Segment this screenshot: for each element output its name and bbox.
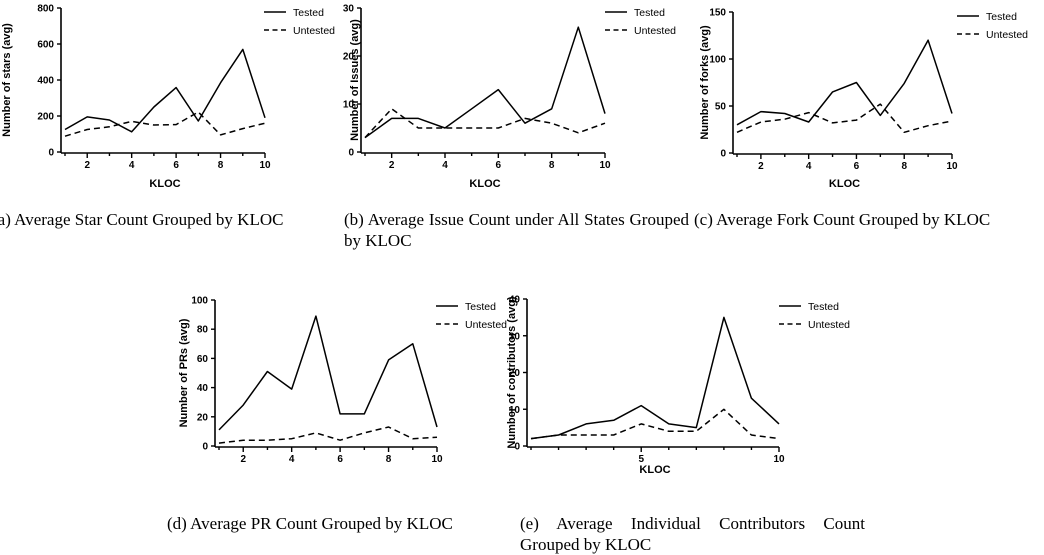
legend-label-untested: Untested [293, 25, 335, 37]
chart-panel-b: 0 10 20 30 2 4 6 8 10 KLOC Number of Issues (avg) T… [0, 0, 700, 200]
legend-label-tested: Tested [293, 7, 324, 19]
x-axis-title: KLOC [829, 178, 860, 190]
x-tick-label: 4 [442, 160, 448, 171]
x-tick-label: 10 [773, 454, 785, 465]
x-tick-label: 8 [901, 161, 907, 172]
series-line-untested [364, 108, 606, 139]
series-line-untested [218, 426, 438, 444]
x-axis-title: KLOC [469, 178, 500, 190]
x-tick-label: 2 [389, 160, 395, 171]
x-axis-title: KLOC [639, 464, 670, 476]
x-tick-label: 4 [289, 454, 295, 465]
x-tick-label: 6 [496, 160, 502, 171]
caption-d: (d) Average PR Count Grouped by KLOC [167, 514, 453, 533]
y-tick-label: 40 [197, 383, 209, 394]
series-line-tested [218, 315, 438, 431]
y-tick-label: 30 [343, 4, 355, 15]
series-line-untested [736, 103, 953, 134]
y-tick-label: 200 [37, 112, 54, 123]
y-axis-title: Number of stars (avg) [1, 23, 13, 137]
y-tick-label: 100 [709, 55, 726, 66]
legend-label-tested: Tested [465, 301, 496, 313]
y-tick-label: 150 [709, 8, 726, 19]
caption-e: (e) Average Individual Contributors Coun… [520, 514, 865, 554]
x-axis-title: KLOC [149, 178, 180, 190]
x-tick-label: 2 [84, 160, 90, 171]
y-tick-label: 0 [202, 442, 208, 453]
chart-e-svg: 0 10 20 30 40 5 10 KLOC Number of contributors (… [506, 295, 850, 477]
y-tick-label: 0 [514, 442, 520, 453]
legend-label-untested: Untested [986, 29, 1028, 41]
legend-label-untested: Untested [808, 319, 850, 331]
y-axis-title: Number of forks (avg) [699, 25, 711, 140]
series-line-untested [64, 111, 266, 137]
y-tick-label: 80 [197, 325, 209, 336]
legend-label-untested: Untested [465, 319, 507, 331]
series-line-tested [64, 48, 266, 133]
series-line-tested [530, 316, 780, 440]
chart-c-svg: 0 50 100 150 2 4 6 8 10 KLOC Number of forks (avg)… [699, 8, 1028, 191]
chart-d-svg: 0 20 40 60 80 100 2 4 6 8 10 Number of PRs (avg) Tes… [178, 296, 507, 466]
chart-panel-a: 0 200 400 600 800 2 4 6 8 10 KLOC Number of stars (… [0, 0, 340, 200]
y-tick-label: 20 [343, 52, 355, 63]
y-tick-label: 20 [509, 368, 521, 379]
chart-panel-c: 0 50 100 150 2 4 6 8 10 KLOC Number of forks (avg)… [0, 0, 1044, 200]
x-tick-label: 4 [129, 160, 135, 171]
x-tick-label: 8 [549, 160, 555, 171]
y-axis-title: Number of Issues (avg) [349, 19, 361, 141]
y-tick-label: 20 [197, 412, 209, 423]
x-tick-label: 6 [337, 454, 343, 465]
x-tick-label: 6 [854, 161, 860, 172]
chart-panel-d: 0 20 40 60 80 100 2 4 6 8 10 Number of PRs (avg) Tes… [178, 296, 507, 466]
y-axis-title: Number of PRs (avg) [178, 318, 190, 427]
y-tick-label: 0 [48, 148, 54, 159]
x-tick-label: 10 [431, 454, 443, 465]
y-tick-label: 10 [509, 405, 521, 416]
y-tick-label: 10 [343, 100, 355, 111]
y-tick-label: 800 [37, 4, 54, 15]
legend-label-tested: Tested [808, 301, 839, 313]
x-tick-label: 8 [386, 454, 392, 465]
y-tick-label: 30 [509, 331, 521, 342]
chart-panel-e: 0 10 20 30 40 5 10 KLOC Number of contributors (… [506, 295, 850, 477]
y-tick-label: 400 [37, 76, 54, 87]
x-tick-label: 10 [946, 161, 958, 172]
y-tick-label: 50 [715, 102, 727, 113]
x-tick-label: 8 [218, 160, 224, 171]
y-tick-label: 40 [509, 295, 521, 306]
series-line-tested [736, 39, 953, 126]
y-tick-label: 0 [720, 149, 726, 160]
x-tick-label: 10 [259, 160, 271, 171]
x-tick-label: 10 [599, 160, 611, 171]
legend-label-tested: Tested [986, 11, 1017, 23]
x-tick-label: 2 [240, 454, 246, 465]
caption-b: (b) Average Issue Count under All States… [344, 210, 689, 250]
y-tick-label: 100 [191, 296, 208, 307]
y-tick-label: 600 [37, 40, 54, 51]
caption-a: (a) Average Star Count Grouped by KLOC [0, 210, 284, 229]
x-tick-label: 2 [758, 161, 764, 172]
x-tick-label: 5 [638, 454, 644, 465]
caption-c: (c) Average Fork Count Grouped by KLOC [694, 210, 991, 229]
chart-a-svg: 0 200 400 600 800 2 4 6 8 10 KLOC Number of stars (… [1, 4, 335, 191]
x-tick-label: 4 [806, 161, 812, 172]
legend-label-tested: Tested [634, 7, 665, 19]
legend-label-untested: Untested [634, 25, 676, 37]
chart-b-svg: 0 10 20 30 2 4 6 8 10 KLOC Number of Issues (avg) T… [343, 4, 676, 191]
y-tick-label: 0 [348, 148, 354, 159]
series-line-untested [530, 408, 780, 440]
x-tick-label: 6 [173, 160, 179, 171]
y-axis-title: Number of contributors (avg) [506, 296, 518, 449]
y-tick-label: 60 [197, 354, 209, 365]
